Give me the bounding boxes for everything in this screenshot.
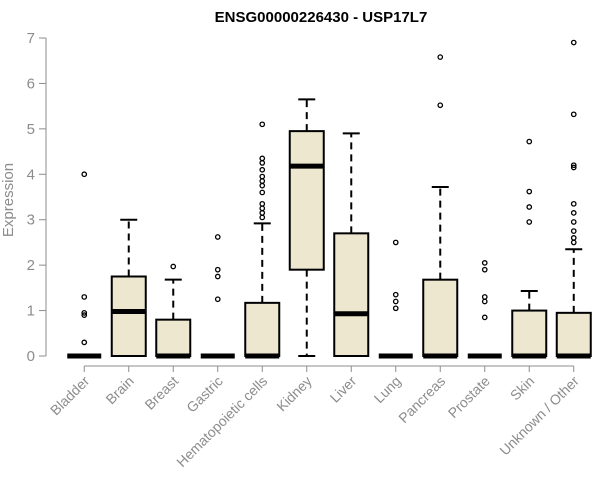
outlier-point (526, 138, 533, 145)
outlier-point (214, 296, 221, 303)
box-iqr (555, 311, 592, 358)
box-iqr (288, 130, 325, 271)
outlier-point (570, 219, 577, 225)
outlier-point (392, 305, 399, 312)
outlier-point (259, 166, 266, 173)
outlier-point (259, 182, 266, 189)
x-tick-label: Gastric (183, 373, 226, 416)
box-unknown-other (555, 39, 592, 359)
outlier-point (481, 294, 488, 300)
box-hematopoietic-cells (244, 121, 281, 359)
x-tick-label: Prostate (445, 373, 493, 421)
x-tick-label: Unknown / Other (496, 373, 582, 459)
outlier-point (214, 266, 221, 273)
outlier-point (259, 178, 266, 184)
box-bladder (67, 171, 102, 359)
outlier-point (259, 155, 266, 162)
outlier-point (392, 291, 399, 298)
outlier-point (570, 239, 577, 246)
outlier-point (526, 219, 533, 225)
outlier-point (81, 309, 88, 316)
y-tick-label: 0 (27, 348, 35, 365)
outlier-point (214, 273, 221, 280)
outlier-point (392, 298, 399, 305)
x-tick-label: Liver (327, 373, 360, 406)
outlier-point (481, 298, 488, 305)
x-tick-label: Pancreas (395, 373, 448, 426)
outlier-point (570, 210, 577, 216)
outlier-point (81, 339, 88, 346)
outlier-point (570, 235, 577, 241)
y-axis-label: Expression (0, 163, 17, 237)
box-iqr (155, 318, 192, 357)
box-gastric (200, 234, 235, 359)
outlier-point (214, 234, 221, 240)
outlier-point (570, 164, 577, 171)
outlier-point (259, 214, 266, 221)
box-liver (333, 132, 370, 357)
chart-title: ENSG00000226430 - USP17L7 (215, 9, 428, 26)
outlier-point (570, 162, 577, 169)
outlier-point (259, 200, 266, 207)
y-tick-label: 4 (27, 166, 35, 183)
outlier-point (437, 54, 444, 60)
x-tick-label: Brain (102, 373, 136, 407)
y-tick-label: 3 (27, 212, 35, 229)
y-axis: 0 1 2 3 4 5 6 7 (27, 30, 47, 365)
box-pancreas (422, 54, 459, 359)
y-tick-label: 1 (27, 303, 35, 320)
outlier-point (526, 204, 533, 210)
box-iqr (422, 278, 459, 357)
x-tick-label: Skin (507, 373, 538, 404)
outlier-point (570, 111, 577, 118)
box-brain (110, 218, 147, 357)
y-tick-label: 5 (27, 121, 35, 138)
box-iqr (110, 275, 147, 357)
outlier-point (481, 314, 488, 321)
outlier-point (81, 294, 88, 300)
outlier-point (170, 263, 177, 270)
box-iqr (244, 301, 281, 357)
x-tick-label: Kidney (273, 373, 315, 415)
box-breast (155, 263, 192, 359)
outlier-point (392, 239, 399, 246)
outlier-point (259, 160, 266, 166)
box-iqr (333, 232, 370, 357)
outlier-point (481, 266, 488, 273)
outlier-point (481, 260, 488, 266)
y-tick-label: 6 (27, 75, 35, 92)
box-skin (511, 138, 548, 359)
box-iqr (511, 309, 548, 358)
outlier-point (526, 188, 533, 195)
outlier-point (259, 205, 266, 212)
box-series (67, 39, 592, 359)
outlier-point (259, 210, 266, 216)
box-lung (378, 239, 413, 359)
box-prostate (467, 260, 502, 359)
x-tick-label: Breast (141, 373, 181, 413)
outlier-point (259, 189, 266, 196)
outlier-point (570, 200, 577, 207)
outlier-point (437, 102, 444, 109)
outlier-point (570, 39, 577, 46)
outlier-point (259, 121, 266, 128)
x-tick-label: Lung (371, 373, 404, 406)
outlier-point (259, 173, 266, 180)
y-tick-label: 7 (27, 30, 35, 47)
outlier-point (570, 228, 577, 234)
box-kidney (288, 98, 325, 357)
outlier-point (81, 312, 88, 318)
x-tick-label: Bladder (47, 373, 93, 419)
y-tick-label: 2 (27, 257, 35, 274)
outlier-point (81, 171, 88, 178)
